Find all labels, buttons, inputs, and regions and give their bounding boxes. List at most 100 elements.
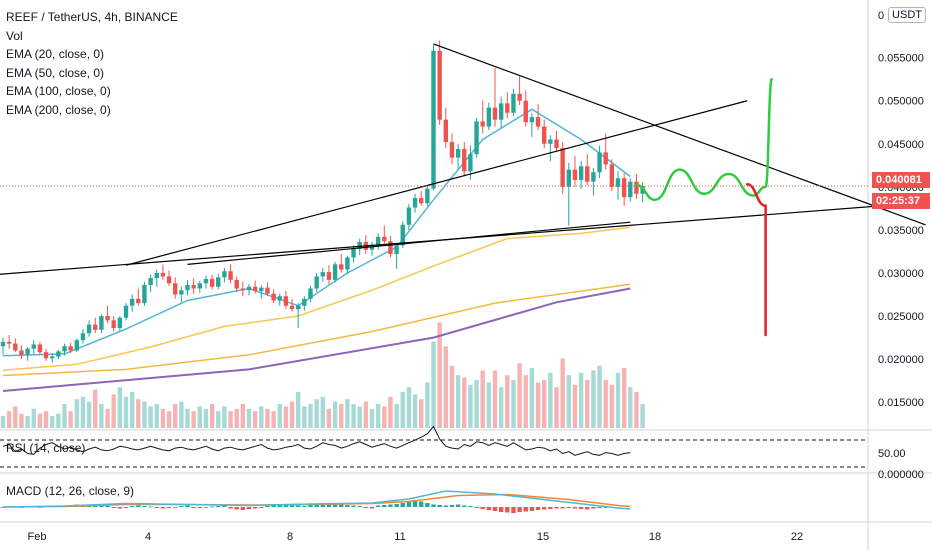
candle-body bbox=[308, 288, 313, 299]
volume-bar bbox=[628, 387, 633, 428]
candle-body bbox=[394, 245, 399, 255]
macd-hist-bar bbox=[529, 507, 535, 511]
volume-bar bbox=[259, 406, 264, 428]
price-tick-label: 0 bbox=[878, 10, 884, 22]
volume-bar bbox=[320, 396, 325, 428]
volume-bar bbox=[80, 396, 86, 428]
time-tick-label: 4 bbox=[145, 531, 151, 543]
macd-hist-bar bbox=[572, 507, 578, 509]
last-price-tag: 0.040081 bbox=[872, 172, 930, 188]
candle-body bbox=[271, 293, 276, 301]
macd-hist-bar bbox=[437, 505, 442, 507]
macd-hist-bar bbox=[154, 507, 159, 508]
candle-body bbox=[283, 296, 289, 306]
candle-body bbox=[382, 236, 387, 242]
candle-body bbox=[468, 154, 473, 172]
indicator-ema200[interactable]: EMA (200, close, 0) bbox=[6, 102, 111, 117]
rsi-axis-label: 50.00 bbox=[878, 448, 906, 460]
indicator-ema20[interactable]: EMA (20, close, 0) bbox=[6, 47, 105, 61]
volume-bar bbox=[86, 401, 92, 428]
candle-body bbox=[523, 100, 528, 123]
macd-hist-bar bbox=[554, 507, 559, 509]
candle-body bbox=[302, 298, 307, 306]
candle-body bbox=[111, 320, 116, 329]
symbol-title[interactable]: REEF / TetherUS, 4h, BINANCE bbox=[6, 10, 178, 24]
macd-hist-bar bbox=[222, 505, 227, 507]
volume-bar bbox=[283, 406, 289, 428]
volume-bar bbox=[136, 399, 141, 428]
volume-bar bbox=[308, 404, 313, 428]
macd-hist-bar bbox=[369, 507, 375, 509]
macd-hist-bar bbox=[302, 506, 307, 507]
indicator-vol[interactable]: Vol bbox=[6, 28, 23, 43]
macd-hist-bar bbox=[492, 507, 498, 511]
volume-bar bbox=[375, 404, 381, 428]
candle-body bbox=[554, 139, 559, 149]
volume-bar bbox=[31, 408, 36, 428]
candle-body bbox=[357, 241, 362, 249]
macd-hist-bar bbox=[209, 506, 215, 508]
macd-hist-bar bbox=[394, 504, 399, 507]
macd-hist-bar bbox=[191, 507, 196, 508]
candle-body bbox=[13, 343, 18, 351]
volume-group bbox=[0, 322, 645, 428]
candle-body bbox=[621, 178, 627, 198]
currency-button[interactable]: USDT bbox=[888, 7, 926, 23]
candle-body bbox=[320, 272, 325, 277]
price-tick-label: 0.055000 bbox=[878, 53, 924, 65]
volume-bar bbox=[431, 341, 436, 428]
rsi-label[interactable]: RSI (14, close) bbox=[6, 441, 86, 455]
volume-bar bbox=[394, 404, 399, 428]
macd-hist-bar bbox=[382, 505, 387, 507]
volume-bar bbox=[68, 411, 73, 428]
candle-body bbox=[296, 305, 301, 310]
volume-bar bbox=[111, 394, 116, 428]
macd-histogram bbox=[0, 500, 608, 513]
volume-bar bbox=[277, 404, 282, 428]
volume-bar bbox=[419, 399, 424, 428]
macd-hist-bar bbox=[523, 507, 528, 512]
candle-body bbox=[197, 283, 202, 289]
volume-bar bbox=[425, 382, 430, 428]
candle-body bbox=[50, 356, 55, 359]
macd-hist-bar bbox=[277, 505, 282, 507]
volume-bar bbox=[332, 401, 338, 428]
volume-bar bbox=[517, 363, 522, 428]
candle-body bbox=[455, 148, 461, 158]
candle-body bbox=[80, 333, 86, 341]
macd-hist-bar bbox=[455, 504, 461, 507]
candle-body bbox=[542, 126, 547, 144]
volume-bar bbox=[597, 365, 602, 428]
indicator-ema100[interactable]: EMA (100, close, 0) bbox=[6, 84, 111, 98]
volume-bar bbox=[148, 406, 153, 428]
macd-hist-bar bbox=[603, 507, 608, 508]
bullish-projection bbox=[635, 77, 773, 202]
macd-hist-bar bbox=[123, 507, 129, 508]
volume-bar bbox=[363, 401, 369, 428]
volume-bar bbox=[560, 358, 565, 428]
macd-hist-bar bbox=[111, 507, 116, 508]
volume-bar bbox=[603, 380, 608, 428]
candle-body bbox=[19, 350, 24, 355]
macd-hist-bar bbox=[283, 504, 289, 507]
macd-hist-bar bbox=[462, 505, 467, 507]
candle-body bbox=[117, 317, 123, 329]
macd-hist-bar bbox=[228, 507, 233, 509]
macd-hist-bar bbox=[345, 505, 350, 507]
volume-bar bbox=[492, 370, 498, 428]
candle-body bbox=[289, 305, 295, 310]
candle-body bbox=[609, 164, 615, 187]
ema50-line bbox=[2, 226, 631, 372]
indicator-ema50[interactable]: EMA (50, close, 0) bbox=[6, 65, 105, 80]
candle-body bbox=[474, 121, 479, 155]
volume-bar bbox=[166, 411, 172, 428]
candle-body bbox=[535, 117, 541, 127]
volume-bar bbox=[160, 408, 166, 428]
macd-label[interactable]: MACD (12, 26, close, 9) bbox=[6, 484, 135, 498]
volume-bar bbox=[185, 408, 190, 428]
candle-body bbox=[578, 166, 584, 180]
candle-body bbox=[449, 142, 455, 158]
price-tick-label: 0.050000 bbox=[878, 96, 924, 108]
macd-hist-bar bbox=[406, 501, 412, 507]
